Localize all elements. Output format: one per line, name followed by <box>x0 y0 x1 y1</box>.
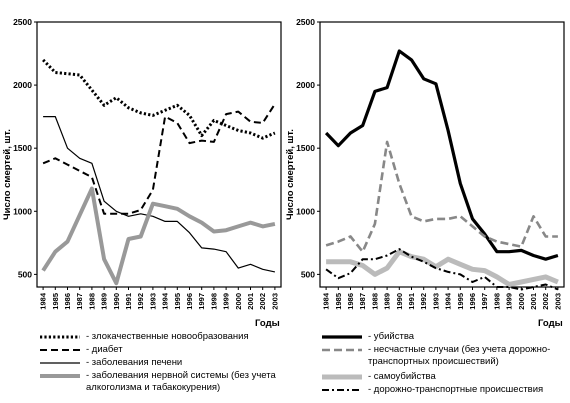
x-tick-label: 1987 <box>75 293 84 310</box>
x-tick-label: 1996 <box>468 293 477 310</box>
x-tick-label: 1992 <box>419 293 428 310</box>
x-tick-label: 1986 <box>63 293 72 310</box>
x-tick-label: 1989 <box>383 293 392 310</box>
legend-label: - убийства <box>368 331 415 342</box>
x-tick-label: 2002 <box>541 293 550 310</box>
x-tick-label: 1995 <box>173 293 182 310</box>
legend-swatch-dotted <box>40 335 80 339</box>
x-tick-label: 1988 <box>87 293 96 310</box>
series-line-2 <box>326 249 559 287</box>
series-line-1 <box>325 140 558 253</box>
x-tick-label: 2001 <box>529 293 538 310</box>
plot-frame-left <box>36 21 282 288</box>
legend-label: - заболевания нервной системы (без учета… <box>86 370 276 393</box>
x-tick-label: 1991 <box>407 293 416 310</box>
x-tick-label: 1992 <box>136 293 145 310</box>
x-tick-label: 1984 <box>39 292 48 310</box>
y-tick-label: 500 <box>18 269 32 279</box>
x-tick-label: 2000 <box>234 293 243 310</box>
legend-swatch-solid <box>40 362 80 364</box>
series-line-0 <box>42 58 276 140</box>
x-tick-label: 1996 <box>185 293 194 310</box>
y-tick-label: 500 <box>301 269 315 279</box>
legend-left: - злокачественные новообразования - диаб… <box>40 331 300 401</box>
x-tick-label: 2001 <box>246 293 255 310</box>
x-tick-label: 1994 <box>161 292 170 310</box>
y-tick-label: 1500 <box>13 143 32 153</box>
y-tick-label: 1500 <box>296 143 315 153</box>
chart-left: 500 1000 1500 2000 2500 1984 1985 1986 1987 1988… <box>2 17 282 329</box>
series-line-0 <box>324 49 559 261</box>
x-tick-label: 1993 <box>148 293 157 310</box>
x-tick-label: 1999 <box>222 293 231 310</box>
y-tick-label: 2500 <box>296 17 315 27</box>
x-tick-label: 1994 <box>444 292 453 310</box>
legend-right: - убийства - несчастные случаи (без учет… <box>322 331 567 401</box>
legend-swatch-gray-thick <box>40 374 80 378</box>
x-tick-label: 1988 <box>370 293 379 310</box>
x-tick-label: 2003 <box>270 293 279 310</box>
x-tick-label: 1986 <box>346 293 355 310</box>
x-tick-label: 1990 <box>395 293 404 310</box>
x-axis-label-right: Годы <box>538 318 563 329</box>
legend-label: - заболевания печени <box>86 357 183 368</box>
y-tick-label: 2000 <box>296 80 315 90</box>
x-tick-label: 1999 <box>505 293 514 310</box>
x-tick-label: 1998 <box>492 293 501 310</box>
x-tick-label: 1984 <box>322 292 331 310</box>
x-tick-label: 1995 <box>456 293 465 310</box>
y-axis-label-right: Число смертей, шт. <box>285 129 296 220</box>
series-line-2 <box>43 115 276 273</box>
legend-swatch-gray-dashed <box>322 348 362 352</box>
x-tick-label: 1997 <box>480 293 489 310</box>
x-tick-label: 2000 <box>517 293 526 310</box>
plot-frame-right <box>319 21 565 288</box>
y-axis-label-left: Число смертей, шт. <box>2 129 13 220</box>
series-line-1 <box>42 103 276 215</box>
y-tick-label: 2500 <box>13 17 32 27</box>
legend-label: - несчастные случаи (без учета дорожно-т… <box>368 344 551 367</box>
legend-label: - дорожно-транспортные происшествия <box>368 384 544 395</box>
x-tick-label: 2002 <box>258 293 267 310</box>
y-tick-label: 1000 <box>296 206 315 216</box>
chart-right: 500 1000 1500 2000 2500 1984 1985 1986 1987 1988… <box>285 17 565 329</box>
legend-swatch-dashed <box>40 349 80 351</box>
legend-label: - диабет <box>86 344 123 355</box>
series-line-3 <box>41 186 276 286</box>
x-tick-label: 1987 <box>358 293 367 310</box>
x-axis-label-left: Годы <box>255 318 280 329</box>
x-tick-label: 1997 <box>197 293 206 310</box>
legend-swatch-lightgray-thick <box>322 374 362 380</box>
x-tick-label: 1991 <box>124 293 133 310</box>
legend-swatch-dashdot <box>322 389 362 391</box>
legend-label: - злокачественные новообразования <box>86 331 249 342</box>
y-tick-label: 2000 <box>13 80 32 90</box>
x-tick-label: 1998 <box>209 293 218 310</box>
x-tick-label: 1990 <box>112 293 121 310</box>
series-line-3 <box>325 248 559 291</box>
x-tick-label: 2003 <box>553 293 562 310</box>
x-tick-label: 1989 <box>100 293 109 310</box>
legend-label: - самоубийства <box>368 371 436 382</box>
y-tick-label: 1000 <box>13 206 32 216</box>
x-tick-label: 1985 <box>334 293 343 310</box>
x-tick-label: 1993 <box>431 293 440 310</box>
legend-swatch-black-thick <box>322 335 362 339</box>
x-tick-label: 1985 <box>51 293 60 310</box>
